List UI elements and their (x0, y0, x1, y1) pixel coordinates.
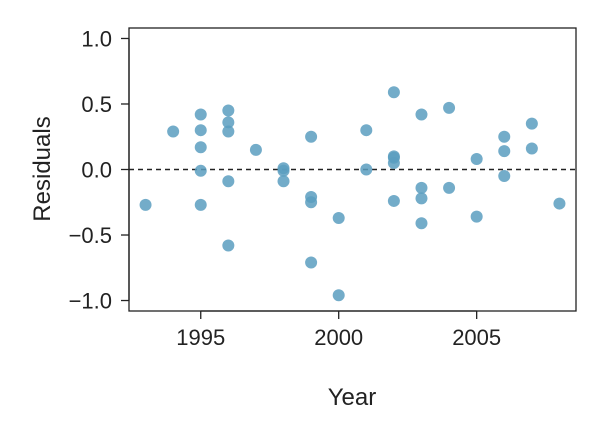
data-point (167, 125, 180, 138)
data-point (305, 130, 318, 143)
y-tick-label: −1.0 (69, 289, 112, 314)
x-tick-label: 2000 (314, 325, 363, 350)
data-point (194, 108, 207, 121)
points-layer (139, 86, 566, 302)
data-point (249, 143, 262, 156)
y-axis: −1.0 −0.5 0.0 0.5 1.0 (69, 26, 130, 314)
data-point (525, 142, 538, 155)
data-point (305, 256, 318, 269)
data-point (305, 196, 318, 209)
data-point (194, 141, 207, 154)
data-point (525, 117, 538, 130)
y-tick-label: 0.5 (81, 92, 112, 117)
x-tick-label: 1995 (176, 325, 225, 350)
data-point (222, 116, 235, 129)
x-axis: 1995 2000 2005 (176, 310, 501, 350)
data-point (194, 198, 207, 211)
data-point (194, 124, 207, 137)
data-point (443, 101, 456, 114)
data-point (498, 130, 511, 143)
data-point (415, 108, 428, 121)
data-point (332, 289, 345, 302)
x-axis-title: Year (328, 384, 377, 411)
x-tick-label: 2005 (452, 325, 501, 350)
data-point (139, 198, 152, 211)
data-point (360, 163, 373, 176)
y-axis-title: Residuals (29, 116, 56, 221)
data-point (415, 192, 428, 205)
data-point (222, 239, 235, 252)
data-point (222, 125, 235, 138)
y-tick-label: 1.0 (81, 26, 112, 51)
data-point (277, 164, 290, 177)
data-point (470, 210, 483, 223)
data-point (360, 124, 373, 137)
data-point (222, 104, 235, 117)
data-point (415, 217, 428, 230)
data-point (470, 153, 483, 166)
y-tick-label: 0.0 (81, 158, 112, 183)
data-point (387, 156, 400, 169)
data-point (498, 145, 511, 158)
data-point (415, 181, 428, 194)
data-point (332, 211, 345, 224)
data-point (194, 164, 207, 177)
data-point (387, 86, 400, 99)
y-tick-label: −0.5 (69, 223, 112, 248)
data-point (443, 181, 456, 194)
data-point (222, 175, 235, 188)
data-point (553, 197, 566, 210)
data-point (387, 194, 400, 207)
data-point (498, 170, 511, 183)
data-point (277, 175, 290, 188)
